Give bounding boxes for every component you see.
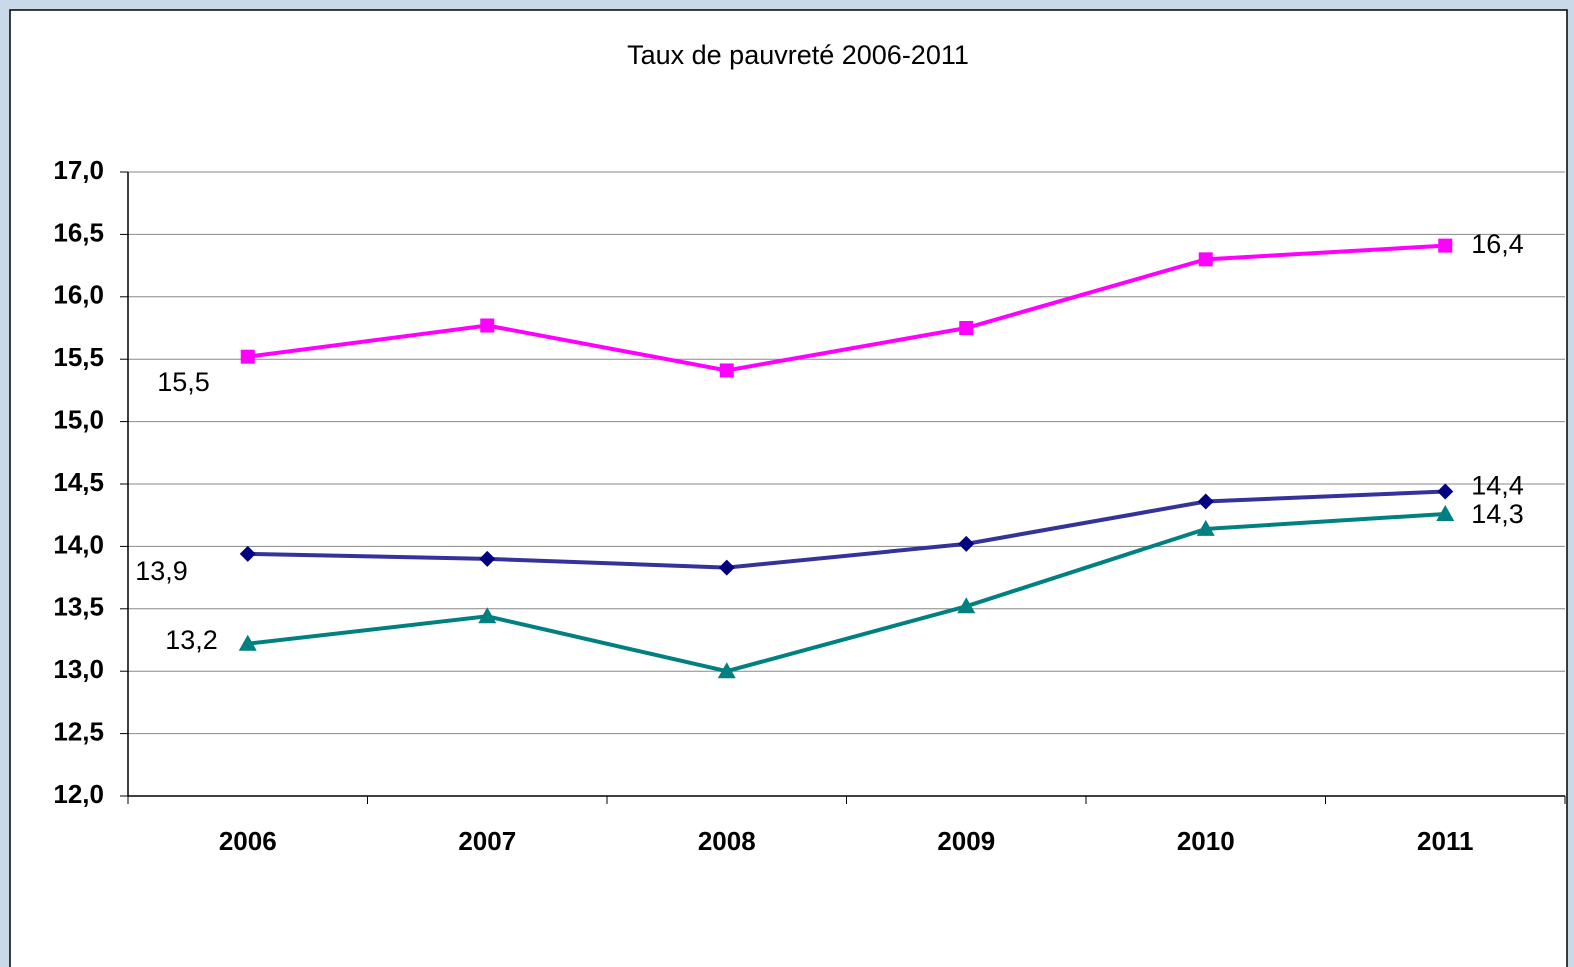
x-tick-label: 2008 [698,826,756,856]
data-label: 16,4 [1471,229,1524,259]
data-label: 13,2 [165,625,218,655]
y-tick-label: 15,0 [53,404,104,434]
marker [239,545,256,562]
x-tick-label: 2007 [458,826,516,856]
data-label: 14,3 [1471,499,1524,529]
series-line [247,243,1446,373]
y-tick-label: 14,5 [53,467,104,497]
data-label: 14,4 [1471,471,1524,501]
series-line [247,489,1446,570]
y-tick-label: 14,0 [53,529,104,559]
x-tick-label: 2010 [1177,826,1235,856]
x-tick-label: 2009 [937,826,995,856]
marker [719,363,734,378]
marker [1196,519,1215,536]
y-tick-label: 12,5 [53,716,104,746]
marker [717,662,736,679]
marker [480,318,495,333]
marker [1198,252,1213,267]
series-line [247,511,1446,674]
data-label: 13,9 [135,556,188,586]
chart-area [9,9,1568,967]
chart-title: Taux de pauvreté 2006-2011 [627,40,969,70]
data-label: 15,5 [157,367,210,397]
marker [1437,483,1454,500]
y-tick-label: 12,0 [53,779,104,809]
y-tick-label: 17,0 [53,155,104,185]
y-tick-label: 13,0 [53,654,104,684]
marker [957,597,976,614]
marker [238,634,257,651]
marker [1438,238,1453,253]
y-tick-label: 16,0 [53,280,104,310]
marker [718,559,735,576]
marker [1436,504,1455,521]
marker [958,535,975,552]
y-tick-label: 15,5 [53,342,104,372]
x-tick-label: 2006 [219,826,277,856]
x-tick-label: 2011 [1417,826,1473,856]
y-tick-label: 13,5 [53,592,104,622]
marker [1197,493,1214,510]
marker [240,349,255,364]
marker [478,607,497,624]
marker [479,550,496,567]
marker [959,321,974,335]
y-tick-label: 16,5 [53,217,104,247]
